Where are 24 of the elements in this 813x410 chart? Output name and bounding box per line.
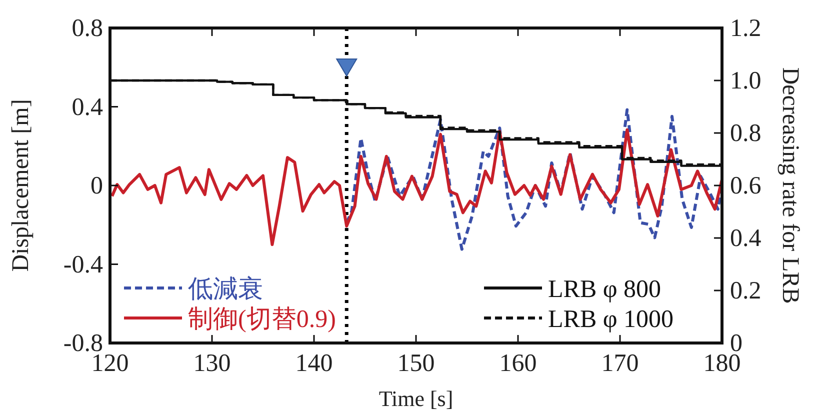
legend-label: LRB φ 1000	[548, 306, 674, 333]
legend-label: 制御(切替0.9)	[188, 306, 336, 333]
x-tick-label: 120	[91, 350, 129, 377]
y2-tick-label: 0.2	[730, 278, 762, 304]
x-tick-label: 160	[499, 350, 537, 377]
x-tick-label: 170	[601, 350, 639, 377]
y-tick-label: -0.4	[63, 251, 104, 278]
y-axis-title: Displacement [m]	[8, 99, 34, 272]
y2-tick-label: 1.0	[730, 68, 762, 94]
legend-label: LRB φ 800	[548, 276, 662, 303]
y2-tick-label: 0.6	[730, 172, 762, 200]
x-tick-label: 130	[193, 350, 231, 377]
y2-tick-label: 1.2	[730, 15, 762, 42]
y2-axis-title: Decreasing rate for LRB	[777, 67, 803, 304]
y-tick-label: 0	[90, 172, 103, 200]
x-tick-label: 150	[397, 350, 435, 377]
x-tick-label: 180	[703, 350, 741, 377]
x-tick-label: 140	[295, 350, 333, 377]
y2-tick-label: 0.8	[730, 120, 762, 147]
y-tick-label: 0.8	[72, 15, 103, 42]
y-tick-label: 0.4	[72, 94, 104, 121]
y2-tick-label: 0.4	[730, 225, 762, 252]
legend-label: 低減衰	[188, 275, 263, 303]
x-axis-title: Time [s]	[378, 386, 454, 410]
